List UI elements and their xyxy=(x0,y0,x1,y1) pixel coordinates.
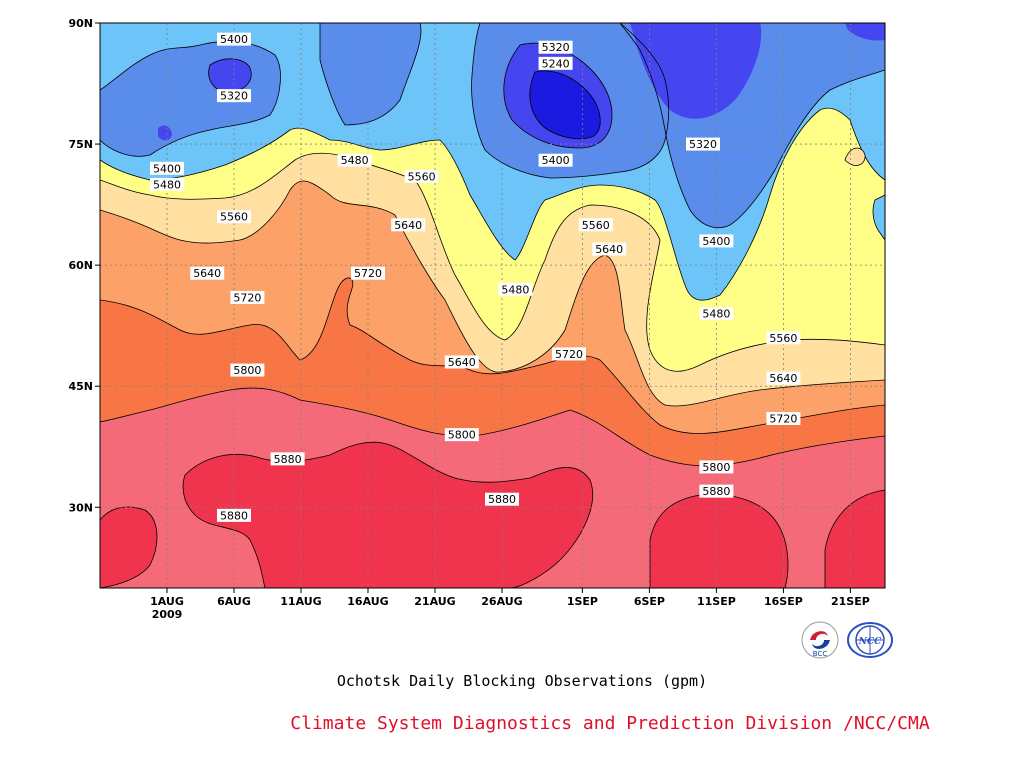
contour-labels: 5400 5320 5400 5480 5560 5640 5720 5800 5480 5560… xyxy=(150,32,801,522)
contour-label-box xyxy=(270,452,305,466)
contour-label-box xyxy=(498,282,533,296)
contour-label-box xyxy=(404,169,439,183)
x-tick-label: 21SEP xyxy=(831,595,870,608)
x-tick-label: 26AUG xyxy=(481,595,522,608)
contour-label-box xyxy=(217,210,251,224)
contour-label: 5800 xyxy=(448,429,476,442)
contour-label: 5640 xyxy=(769,372,797,385)
contour-label: 5560 xyxy=(220,211,248,224)
contour-label-box xyxy=(230,363,265,377)
contour-label-box xyxy=(766,371,801,385)
y-tick-label: 45N xyxy=(68,380,93,393)
contour-label: 5560 xyxy=(408,170,436,183)
contour-label: 5240 xyxy=(542,57,570,70)
x-tick-label: 21AUG xyxy=(414,595,455,608)
svg-text:NCC: NCC xyxy=(858,637,882,647)
y-axis: 90N 75N 60N 45N 30N xyxy=(68,17,100,514)
contour-label: 5320 xyxy=(542,41,570,54)
chart-credit: Climate System Diagnostics and Predictio… xyxy=(290,713,930,734)
band-gt5880 xyxy=(100,442,885,588)
contour-label: 5800 xyxy=(233,364,261,377)
contour-label-box xyxy=(150,161,184,175)
contour-label: 5720 xyxy=(555,348,583,361)
contour-label: 5880 xyxy=(488,493,516,506)
contour-label-box xyxy=(699,234,734,248)
contour-label: 5320 xyxy=(689,138,717,151)
contour-label-box xyxy=(538,153,573,167)
contour-lines xyxy=(100,23,885,588)
contour-label: 5800 xyxy=(702,461,730,474)
contour-label-box xyxy=(686,137,720,151)
x-tick-label: 1SEP xyxy=(567,595,598,608)
contour-label-box xyxy=(592,242,627,256)
contour-label-box xyxy=(538,56,573,70)
x-tick-label: 16AUG xyxy=(347,595,388,608)
contour-label: 5640 xyxy=(193,267,221,280)
contour-label: 5400 xyxy=(153,162,181,175)
y-tick-label: 75N xyxy=(68,138,93,151)
y-tick-label: 60N xyxy=(68,259,93,272)
contour-label-box xyxy=(190,266,225,280)
contour-label-box xyxy=(699,484,734,498)
contour-label-box xyxy=(217,32,251,46)
band-lt5240 xyxy=(529,70,601,139)
x-tick-label: 1AUG xyxy=(150,595,184,608)
contour-label-box xyxy=(444,355,479,369)
contour-label: 5400 xyxy=(542,154,570,167)
contour-label-box xyxy=(217,89,251,103)
contour-label: 5720 xyxy=(233,291,261,304)
contour-label-box xyxy=(552,347,586,361)
contour-label-box xyxy=(766,412,801,425)
band-5240-5320 xyxy=(158,23,885,148)
contour-label-box xyxy=(766,331,801,345)
contour-label: 5880 xyxy=(274,453,302,466)
contour-label: 5400 xyxy=(702,235,730,248)
contour-label: 5480 xyxy=(501,283,529,296)
contour-label: 5480 xyxy=(153,178,181,191)
contour-label: 5480 xyxy=(702,308,730,321)
contour-label: 5720 xyxy=(769,413,797,426)
x-tick-label: 6AUG xyxy=(217,595,251,608)
contour-label: 5560 xyxy=(582,219,610,232)
contour-label: 5640 xyxy=(448,356,476,369)
contour-label-box xyxy=(351,266,385,280)
y-tick-label: 90N xyxy=(68,17,93,30)
contour-label-box xyxy=(538,40,573,54)
x-tick-label: 11AUG xyxy=(280,595,321,608)
contour-label: 5400 xyxy=(220,33,248,46)
contour-label: 5560 xyxy=(769,332,797,345)
svg-text:BCC: BCC xyxy=(813,650,828,658)
contour-label-box xyxy=(699,307,734,321)
x-tick-label: 6SEP xyxy=(634,595,665,608)
chart-title: Ochotsk Daily Blocking Observations (gpm… xyxy=(336,672,708,690)
contour-label-box xyxy=(230,290,265,304)
contour-label-box xyxy=(444,428,479,442)
contour-label: 5720 xyxy=(354,267,382,280)
contour-label: 5880 xyxy=(220,509,248,522)
x-tick-label: 11SEP xyxy=(697,595,736,608)
contour-label-box xyxy=(217,508,251,522)
plot-area xyxy=(100,23,885,588)
contour-label: 5640 xyxy=(394,219,422,232)
x-year-label: 2009 xyxy=(152,608,183,621)
contour-label-box xyxy=(337,153,372,167)
contour-label-box xyxy=(391,218,426,232)
plot-frame xyxy=(99,22,886,589)
contour-label: 5880 xyxy=(702,485,730,498)
ncc-logo-icon: NCC xyxy=(846,620,894,660)
x-tick-label: 16SEP xyxy=(764,595,803,608)
contour-label-box xyxy=(578,218,613,232)
contour-label: 5320 xyxy=(220,90,248,103)
y-tick-label: 30N xyxy=(68,501,93,514)
contour-label: 5640 xyxy=(595,243,623,256)
contour-label-box xyxy=(150,177,184,191)
bcc-logo-icon: BCC xyxy=(800,620,840,660)
contour-label-box xyxy=(485,492,519,506)
contour-label-box xyxy=(699,460,734,474)
contour-label: 5480 xyxy=(341,154,369,167)
